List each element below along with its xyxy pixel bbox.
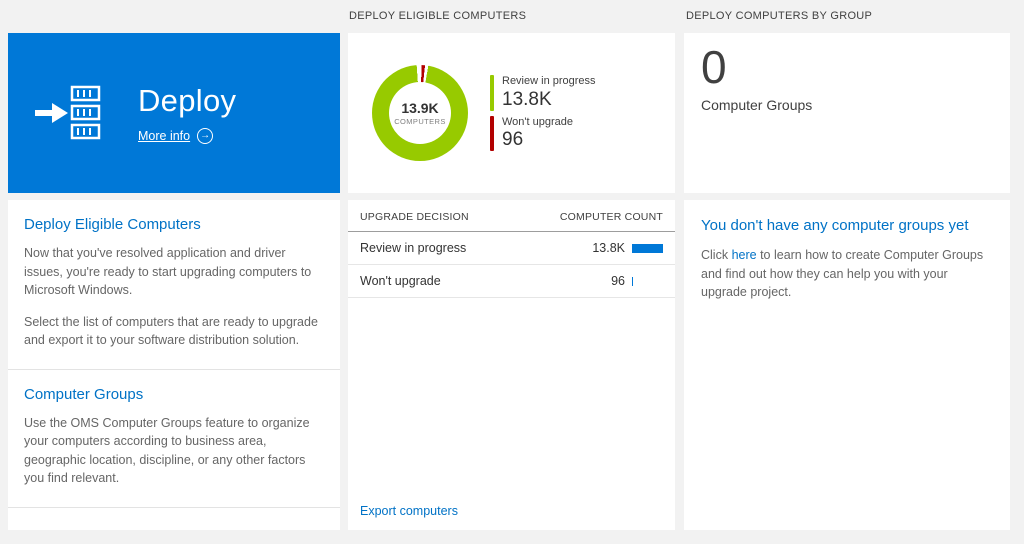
computer-groups-count-label: Computer Groups bbox=[701, 96, 813, 113]
upgrade-decision-table-panel: UPGRADE DECISION COMPUTER COUNT Review i… bbox=[348, 200, 675, 530]
right-column-header: DEPLOY COMPUTERS BY GROUP bbox=[686, 10, 873, 22]
row-bar bbox=[632, 243, 663, 253]
legend-item-review-in-progress: Review in progress 13.8K bbox=[490, 74, 596, 111]
row-bar bbox=[632, 276, 633, 286]
table-row[interactable]: Won't upgrade 96 bbox=[348, 265, 675, 298]
section-heading: Computer Groups bbox=[24, 385, 144, 403]
middle-column-header: DEPLOY ELIGIBLE COMPUTERS bbox=[349, 10, 527, 22]
donut-chart[interactable]: 13.9K COMPUTERS bbox=[372, 65, 468, 161]
section-heading: Deploy Eligible Computers bbox=[24, 216, 201, 233]
legend-label: Won't upgrade bbox=[502, 115, 574, 128]
table-header-row: UPGRADE DECISION COMPUTER COUNT bbox=[348, 200, 675, 232]
computer-groups-info-panel: You don't have any computer groups yet C… bbox=[684, 200, 1010, 530]
legend-color-bar bbox=[490, 74, 494, 111]
column-header-computer-count: COMPUTER COUNT bbox=[559, 211, 663, 223]
arrow-circle-icon[interactable]: → bbox=[197, 127, 214, 144]
table-row[interactable]: Review in progress 13.8K bbox=[348, 232, 675, 265]
donut-center: 13.9K COMPUTERS bbox=[389, 82, 451, 144]
deploy-info-panel: Deploy Eligible Computers Now that you'v… bbox=[8, 200, 340, 530]
computer-groups-count: 0 bbox=[701, 41, 727, 93]
text-before-link: Click bbox=[701, 248, 732, 262]
eligible-computers-chart-tile: 13.9K COMPUTERS Review in progress 13.8K… bbox=[348, 33, 675, 193]
section-paragraph: Use the OMS Computer Groups feature to o… bbox=[24, 415, 310, 486]
row-label: Review in progress bbox=[360, 241, 467, 255]
legend-value: 13.8K bbox=[502, 88, 552, 110]
donut-center-value: 13.9K bbox=[401, 100, 439, 116]
column-header-upgrade-decision: UPGRADE DECISION bbox=[360, 211, 469, 223]
deploy-icon bbox=[35, 85, 101, 140]
text-after-link: to learn how to create Computer Groups a… bbox=[701, 248, 984, 299]
donut-center-label: COMPUTERS bbox=[394, 117, 446, 126]
deploy-hero-tile[interactable]: Deploy More info → bbox=[8, 33, 340, 193]
groups-panel-text: Click here to learn how to create Comput… bbox=[701, 246, 993, 302]
row-bar-track bbox=[632, 276, 663, 286]
computer-groups-count-tile[interactable]: 0 Computer Groups bbox=[684, 33, 1010, 193]
legend-value: 96 bbox=[502, 129, 524, 151]
export-computers-link[interactable]: Export computers bbox=[360, 504, 458, 518]
row-label: Won't upgrade bbox=[360, 274, 441, 288]
row-value: 96 bbox=[611, 274, 625, 288]
chart-legend: Review in progress 13.8K Won't upgrade 9… bbox=[490, 70, 596, 156]
legend-label: Review in progress bbox=[502, 74, 596, 87]
section-computer-groups: Computer Groups Use the OMS Computer Gro… bbox=[8, 370, 340, 508]
row-value: 13.8K bbox=[592, 241, 625, 255]
more-info-link[interactable]: More info bbox=[138, 128, 191, 143]
legend-color-bar bbox=[490, 115, 494, 152]
legend-item-wont-upgrade: Won't upgrade 96 bbox=[490, 115, 596, 152]
section-paragraph: Now that you've resolved application and… bbox=[24, 246, 312, 297]
row-bar-track bbox=[632, 243, 663, 253]
section-deploy-eligible-computers: Deploy Eligible Computers Now that you'v… bbox=[8, 200, 340, 370]
deploy-title: Deploy bbox=[138, 82, 237, 118]
here-link[interactable]: here bbox=[731, 248, 757, 262]
groups-panel-heading: You don't have any computer groups yet bbox=[701, 217, 969, 234]
section-paragraph: Select the list of computers that are re… bbox=[24, 314, 318, 348]
